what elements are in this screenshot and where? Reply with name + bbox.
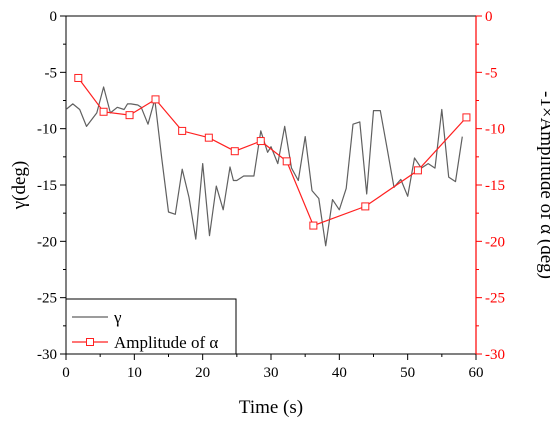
data-point-alpha [204,133,213,142]
legend-box [65,298,237,355]
series-line-alpha [77,77,467,227]
data-point-alpha [230,147,239,156]
legend-marker-alpha [86,338,94,346]
left-y-tick-label: -30 [37,347,57,363]
x-tick-label: 0 [62,365,70,381]
right-y-tick-label: -10 [485,122,505,138]
left-y-tick-label: -5 [45,65,58,81]
data-point-alpha [309,221,318,230]
x-tick-label: 40 [332,365,347,381]
right-y-tick-label: -20 [485,234,505,250]
series-line-gamma [65,86,463,247]
x-axis-label: Time (s) [239,397,303,418]
data-point-alpha [361,202,370,211]
x-tick-label: 10 [127,365,142,381]
legend-label-alpha: Amplitude of α [114,333,218,352]
left-y-axis-label: γ(deg) [9,161,30,210]
right-y-tick-label: -25 [485,291,505,307]
left-y-tick-label: -25 [37,291,57,307]
data-point-alpha [178,126,187,135]
data-point-alpha [151,95,160,104]
left-y-tick-label: 0 [50,9,58,25]
data-point-alpha [99,107,108,116]
right-y-tick-label: -5 [485,65,498,81]
right-y-tick-label: -15 [485,178,505,194]
left-y-tick-label: -10 [37,122,57,138]
x-tick-label: 60 [469,365,484,381]
left-y-tick-label: -20 [37,234,57,250]
right-y-axis-label: -1×Amplitude of α (deg) [536,91,550,279]
x-tick-label: 20 [195,365,210,381]
data-point-alpha [413,166,422,175]
x-tick-label: 50 [400,365,415,381]
data-point-alpha [462,113,471,122]
data-point-alpha [282,157,291,166]
left-y-tick-label: -15 [37,178,57,194]
right-y-tick-label: 0 [485,9,493,25]
data-point-alpha [125,111,134,120]
legend-label-gamma: γ [113,308,122,327]
data-point-alpha [256,137,265,146]
right-y-tick-label: -30 [485,347,505,363]
legend: γ Amplitude of α [65,298,237,355]
data-point-alpha [74,73,83,82]
x-tick-label: 30 [264,365,279,381]
